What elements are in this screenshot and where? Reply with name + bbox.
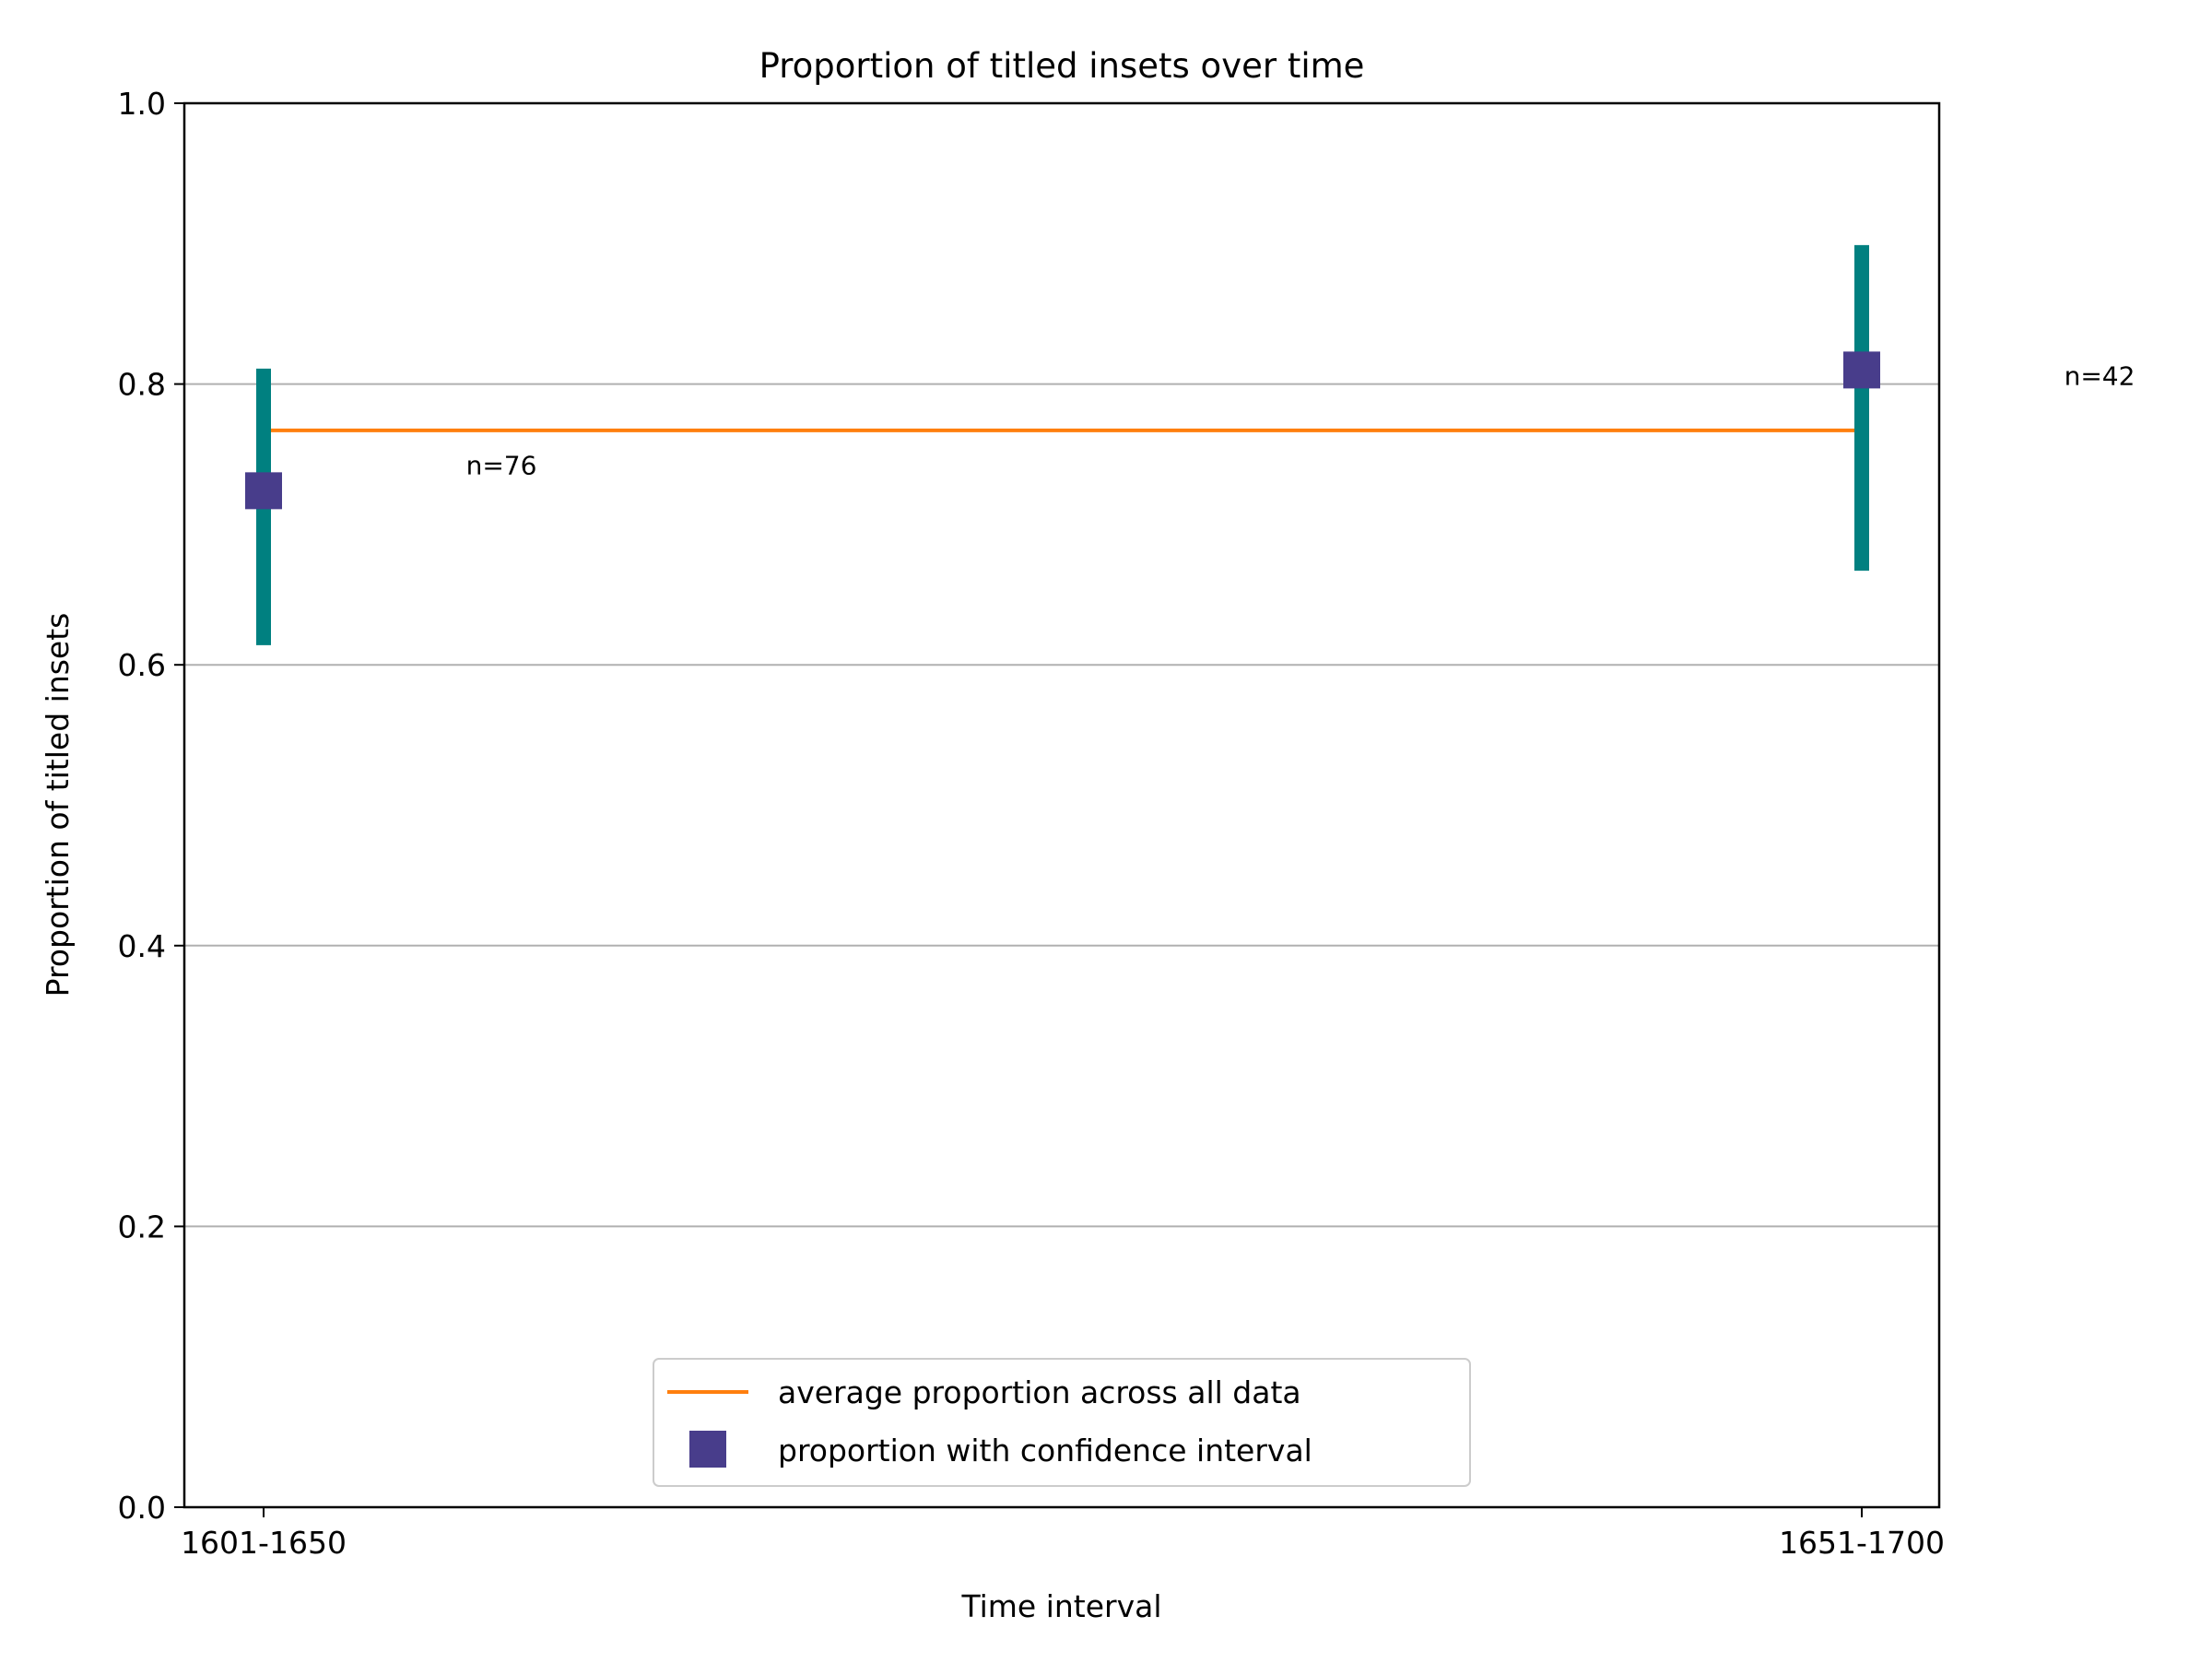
sample-size-label: n=42 xyxy=(2065,360,2136,391)
sample-size-label: n=76 xyxy=(466,450,537,480)
y-tick-label: 1.0 xyxy=(118,86,166,122)
y-ticks: 0.0 0.2 0.4 0.6 0.8 1.0 xyxy=(118,86,184,1526)
x-axis-label: Time interval xyxy=(960,1588,1161,1624)
x-tick-label: 1651-1700 xyxy=(1779,1525,1945,1561)
y-tick-label: 0.8 xyxy=(118,367,166,403)
y-tick-label: 0.4 xyxy=(118,928,166,964)
y-tick-label: 0.0 xyxy=(118,1490,166,1526)
grid xyxy=(184,383,1939,1228)
legend-label-proportion: proportion with confidence interval xyxy=(778,1433,1312,1468)
legend-marker-swatch xyxy=(689,1431,726,1468)
y-tick-label: 0.6 xyxy=(118,647,166,683)
y-axis-label: Proportion of titled insets xyxy=(40,613,76,997)
plot-frame xyxy=(182,101,1941,1509)
marker-layer xyxy=(245,351,1880,510)
proportion-marker xyxy=(245,472,282,510)
chart-title: Proportion of titled insets over time xyxy=(759,46,1365,86)
x-ticks: 1601-1650 1651-1700 xyxy=(181,1507,1945,1561)
annotations: n=76 n=42 xyxy=(466,360,2136,480)
proportion-marker xyxy=(1843,351,1880,389)
legend: average proportion across all data propo… xyxy=(653,1358,1471,1487)
legend-label-average: average proportion across all data xyxy=(778,1374,1301,1410)
legend-box xyxy=(653,1358,1471,1487)
x-tick-label: 1601-1650 xyxy=(181,1525,347,1561)
y-tick-label: 0.2 xyxy=(118,1209,166,1244)
